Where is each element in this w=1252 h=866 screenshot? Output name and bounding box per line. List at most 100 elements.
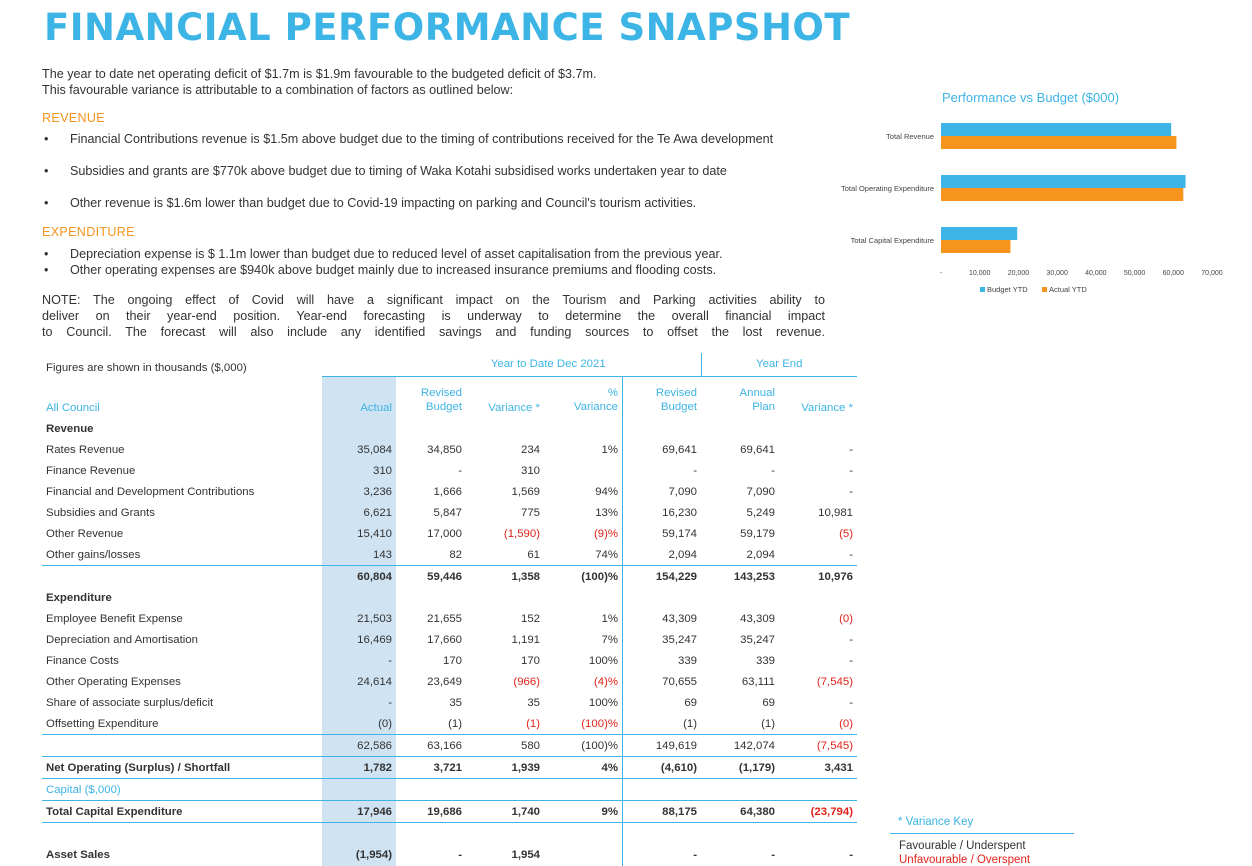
cell-revised-budget: - xyxy=(458,849,462,861)
cell-revised-budget: 82 xyxy=(449,548,462,561)
revenue-bullet-3: • Other revenue is $1.6m lower than budg… xyxy=(44,195,834,211)
cell-pct-variance: 7% xyxy=(544,629,623,650)
cell-ye-variance: - xyxy=(849,485,853,498)
cell-actual: 21,503 xyxy=(322,608,396,629)
variance-key-unfavourable: Unfavourable / Overspent xyxy=(899,854,1031,866)
cell-actual xyxy=(322,587,396,608)
legend-label: Actual YTD xyxy=(1049,285,1087,294)
cell-ye-revised-budget: 2,094 xyxy=(668,548,697,561)
cell-pct-variance xyxy=(544,587,623,608)
cell-revised-budget: 1,666 xyxy=(433,485,462,498)
cell-variance: 1,740 xyxy=(466,800,544,823)
chart-tick-label: 30,000 xyxy=(1046,270,1068,277)
revenue-heading: REVENUE xyxy=(42,111,105,125)
cell-actual: 62,586 xyxy=(322,734,396,757)
cell-ye-variance: (0) xyxy=(839,612,853,625)
page-title: FINANCIAL PERFORMANCE SNAPSHOT xyxy=(44,6,851,49)
cell-annual-plan: 35,247 xyxy=(740,633,775,646)
cell-ye-variance: - xyxy=(849,654,853,667)
cell-ye-variance: - xyxy=(849,849,853,861)
chart-tick-label: 10,000 xyxy=(969,270,991,277)
row-label xyxy=(42,734,322,757)
cell-actual: 60,804 xyxy=(322,565,396,587)
cell-pct-variance: 13% xyxy=(544,502,623,523)
table-row: Employee Benefit Expense 21,503 21,655 152 1… xyxy=(42,608,857,629)
cell-annual-plan xyxy=(701,823,779,845)
table-row: Finance Costs - 170 170 100% 339 339 - xyxy=(42,650,857,671)
bullet-text: Subsidies and grants are $770k above bud… xyxy=(70,164,727,178)
cell-variance xyxy=(466,587,544,608)
figures-note: Figures are shown in thousands ($,000) xyxy=(46,362,247,374)
cell-annual-plan: 5,249 xyxy=(746,506,775,519)
cell-ye-variance: 10,981 xyxy=(818,506,853,519)
cell-revised-budget: 34,850 xyxy=(427,443,462,456)
cell-pct-variance: 9% xyxy=(544,800,623,823)
table-row: Depreciation and Amortisation 16,469 17,66… xyxy=(42,629,857,650)
cell-revised-budget xyxy=(396,823,466,845)
col-header-ye-variance: Variance * xyxy=(779,375,857,418)
table-row: 62,586 63,166 580 (100)% 149,619 142,074 (7,54… xyxy=(42,734,857,757)
table-row: 60,804 59,446 1,358 (100)% 154,229 143,253 10,… xyxy=(42,565,857,587)
bullet-icon: • xyxy=(44,164,49,178)
cell-annual-plan: 142,074 xyxy=(701,734,779,757)
cell-ye-variance xyxy=(779,418,857,439)
cell-actual xyxy=(322,822,396,845)
chart-bar-budget-ytd xyxy=(941,227,1018,240)
chart-category-label: Total Capital Expenditure xyxy=(851,236,934,245)
cell-ye-variance: - xyxy=(849,548,853,561)
table-row: Other Operating Expenses 24,614 23,649 (966… xyxy=(42,671,857,692)
col-header-ye-revised-budget: Revised Budget xyxy=(622,375,701,418)
cell-actual: 310 xyxy=(322,460,396,481)
cell-actual: - xyxy=(322,692,396,713)
chart-tick-label: 70,000 xyxy=(1201,270,1223,277)
bullet-text: Depreciation expense is $ 1.1m lower tha… xyxy=(70,247,723,261)
revenue-bullet-1: • Financial Contributions revenue is $1.… xyxy=(44,131,834,163)
cell-variance: 310 xyxy=(520,464,540,477)
legend-swatch xyxy=(1042,287,1047,292)
row-label: Capital ($,000) xyxy=(46,783,121,796)
bullet-icon: • xyxy=(44,196,49,210)
cell-actual: 6,621 xyxy=(322,502,396,523)
cell-revised-budget: 19,686 xyxy=(396,800,466,823)
cell-actual: 1,782 xyxy=(322,756,396,779)
chart-category-label: Total Revenue xyxy=(886,132,934,141)
cell-ye-variance: - xyxy=(849,443,853,456)
table-row: Rates Revenue 35,084 34,850 234 1% 69,641 69,6… xyxy=(42,439,857,460)
cell-variance: (966) xyxy=(513,675,540,688)
cell-actual: - xyxy=(322,650,396,671)
row-label: Share of associate surplus/deficit xyxy=(46,696,214,709)
chart-category-label: Total Operating Expenditure xyxy=(841,184,934,193)
variance-key-title: * Variance Key xyxy=(898,816,974,828)
cell-variance: (1,590) xyxy=(503,527,540,540)
cell-ye-revised-budget: 69,641 xyxy=(662,443,697,456)
chart-tick-label: 50,000 xyxy=(1124,270,1146,277)
cell-pct-variance: 100% xyxy=(544,692,623,713)
intro-line-2: This favourable variance is attributable… xyxy=(42,83,514,97)
table-row: Financial and Development Contributions 3… xyxy=(42,481,857,502)
row-label: Other gains/losses xyxy=(46,548,141,561)
row-label: Net Operating (Surplus) / Shortfall xyxy=(42,756,322,779)
row-label xyxy=(42,565,322,587)
cell-revised-budget: 21,655 xyxy=(427,612,462,625)
cell-annual-plan: 143,253 xyxy=(701,565,779,587)
cell-ye-revised-budget: - xyxy=(693,849,697,861)
cell-ye-revised-budget: (1) xyxy=(683,717,697,730)
cell-revised-budget: 17,000 xyxy=(427,527,462,540)
expenditure-bullet-1: • Depreciation expense is $ 1.1m lower t… xyxy=(44,246,834,262)
financial-table: Figures are shown in thousands ($,000) Y… xyxy=(42,353,857,866)
cell-actual: 143 xyxy=(322,544,396,566)
cell-revised-budget xyxy=(396,779,466,801)
expenditure-heading: EXPENDITURE xyxy=(42,225,135,239)
cell-ye-revised-budget: (4,610) xyxy=(622,756,701,779)
cell-pct-variance: (4)% xyxy=(544,671,623,692)
cell-variance: 1,954 xyxy=(511,849,540,861)
legend-swatch xyxy=(980,287,985,292)
bullet-icon: • xyxy=(44,247,49,261)
cell-ye-variance: 10,976 xyxy=(779,565,857,587)
cell-revised-budget: (1) xyxy=(448,717,462,730)
cell-revised-budget: - xyxy=(458,464,462,477)
row-label: Other Operating Expenses xyxy=(46,675,181,688)
legend-label: Budget YTD xyxy=(987,285,1028,294)
cell-ye-revised-budget: 154,229 xyxy=(622,565,701,587)
cell-annual-plan: 7,090 xyxy=(746,485,775,498)
